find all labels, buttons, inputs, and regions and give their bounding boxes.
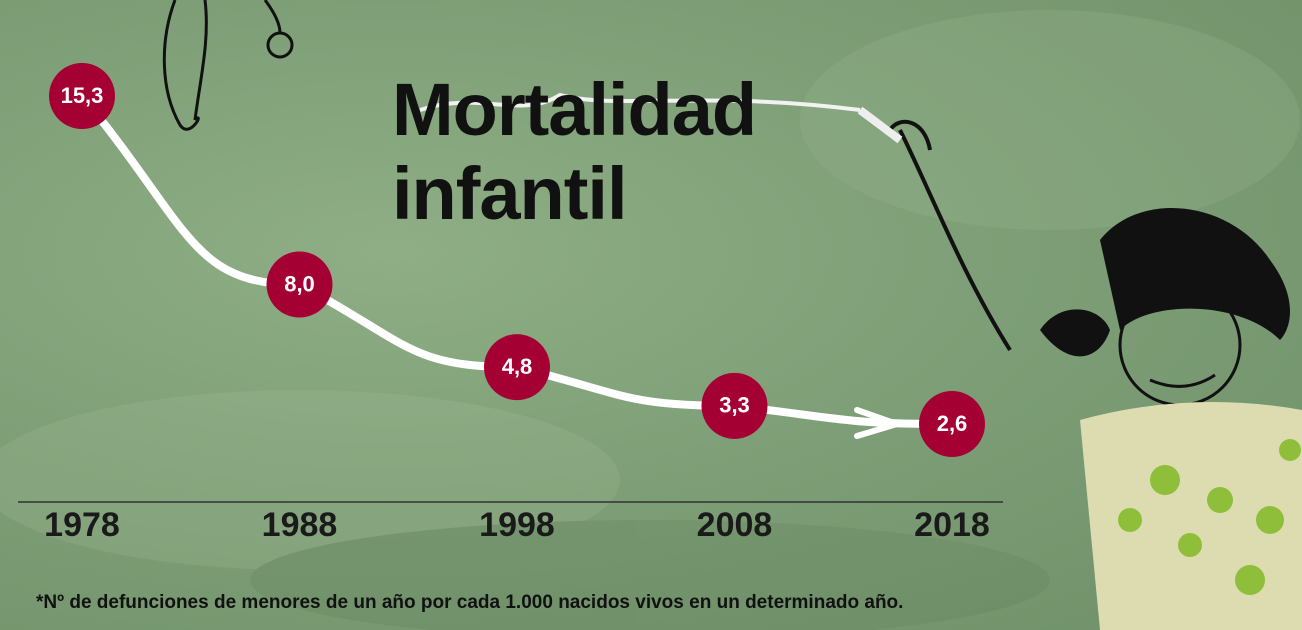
chart-title: Mortalidad infantil [392, 68, 862, 236]
x-tick-label: 1988 [262, 506, 338, 544]
x-tick-label: 2008 [697, 506, 773, 544]
value-label: 8,0 [284, 271, 315, 296]
value-label: 3,3 [719, 393, 750, 418]
infographic: *Nº de defunciones de menores de un año … [0, 0, 1302, 630]
x-tick-label: 1978 [44, 506, 120, 544]
x-tick-label: 1998 [479, 506, 555, 544]
footnote: *Nº de defunciones de menores de un año … [36, 592, 903, 613]
x-tick-label: 2018 [914, 506, 990, 544]
stethoscope [164, 0, 292, 129]
value-label: 4,8 [502, 354, 533, 379]
value-label: 15,3 [61, 83, 104, 108]
value-label: 2,6 [937, 411, 968, 436]
